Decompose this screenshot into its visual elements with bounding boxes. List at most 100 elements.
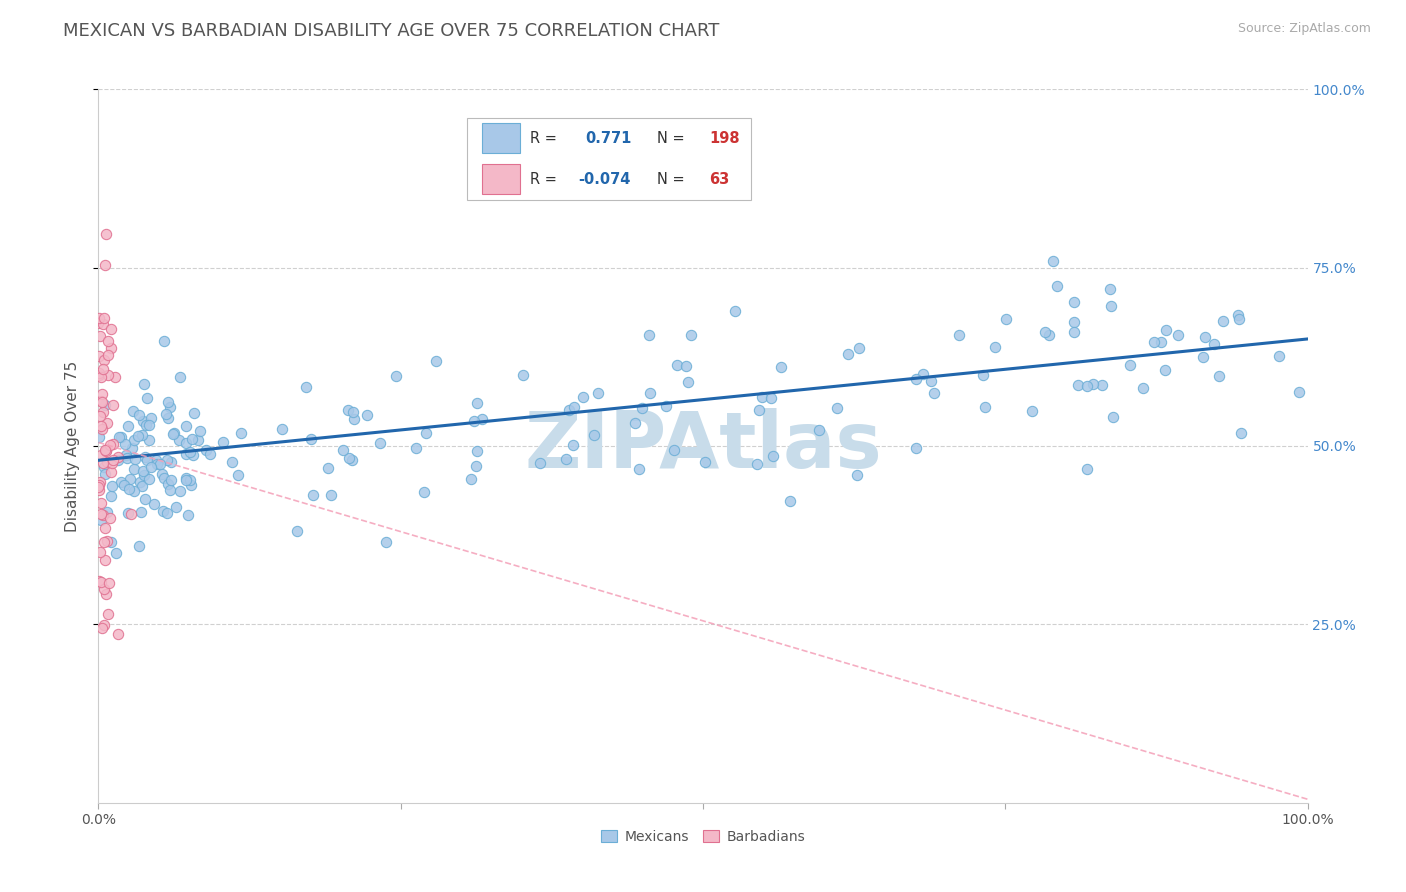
Text: N =: N = — [657, 131, 685, 145]
Point — [1063, 325, 1085, 339]
Point — [100, 466, 122, 480]
Point — [132, 465, 155, 479]
Point — [117, 450, 139, 465]
Point — [994, 312, 1017, 326]
Point — [1288, 385, 1310, 400]
Point — [163, 426, 186, 441]
Point — [405, 441, 427, 455]
Y-axis label: Disability Age Over 75: Disability Age Over 75 — [65, 360, 80, 532]
Point — [96, 455, 118, 469]
Point — [90, 574, 112, 589]
Point — [134, 450, 156, 464]
Point — [153, 470, 176, 484]
Point — [582, 427, 605, 442]
Point — [157, 477, 180, 491]
Point — [825, 401, 848, 416]
Point — [138, 433, 160, 447]
Point — [101, 398, 124, 412]
Point — [87, 311, 110, 326]
Point — [972, 368, 994, 382]
Point — [169, 370, 191, 384]
Point — [93, 553, 115, 567]
Point — [555, 451, 578, 466]
Point — [176, 419, 198, 434]
Point — [1021, 403, 1043, 417]
Point — [132, 376, 155, 391]
Point — [356, 408, 378, 422]
Point — [675, 359, 697, 373]
Point — [368, 436, 391, 450]
Text: 63: 63 — [709, 172, 730, 186]
Text: Source: ZipAtlas.com: Source: ZipAtlas.com — [1237, 22, 1371, 36]
Point — [695, 455, 717, 469]
Point — [837, 347, 859, 361]
Point — [1229, 312, 1251, 326]
Text: 198: 198 — [709, 131, 740, 145]
Point — [747, 457, 769, 471]
Point — [94, 587, 117, 601]
Point — [91, 362, 114, 376]
Point — [94, 442, 117, 457]
Point — [94, 258, 117, 272]
Point — [342, 405, 364, 419]
Point — [121, 404, 143, 418]
Point — [808, 423, 831, 437]
Point — [679, 327, 702, 342]
Point — [1194, 330, 1216, 344]
Point — [128, 408, 150, 422]
Point — [630, 401, 652, 415]
Text: R =: R = — [530, 131, 557, 145]
Point — [131, 479, 153, 493]
Point — [87, 574, 110, 588]
Point — [87, 478, 110, 492]
Point — [141, 411, 163, 425]
Point — [1268, 349, 1291, 363]
Point — [112, 478, 135, 492]
Point — [562, 400, 585, 414]
Legend: Mexicans, Barbadians: Mexicans, Barbadians — [595, 824, 811, 849]
Point — [90, 513, 112, 527]
Point — [145, 457, 167, 471]
Point — [104, 546, 127, 560]
Point — [628, 461, 651, 475]
Point — [287, 524, 309, 538]
Point — [200, 447, 222, 461]
Point — [1212, 313, 1234, 327]
Point — [295, 380, 318, 394]
Point — [846, 467, 869, 482]
Point — [91, 456, 114, 470]
Point — [134, 492, 156, 507]
Point — [90, 508, 112, 522]
Point — [512, 368, 534, 383]
Point — [228, 468, 250, 483]
Point — [1208, 369, 1230, 384]
Point — [759, 391, 782, 405]
Point — [117, 419, 139, 434]
Point — [127, 428, 149, 442]
Point — [229, 426, 252, 441]
Point — [115, 448, 138, 462]
Point — [87, 483, 110, 498]
Point — [121, 442, 143, 456]
Point — [96, 534, 118, 549]
Point — [142, 497, 165, 511]
Point — [1154, 323, 1177, 337]
Point — [1067, 378, 1090, 392]
Point — [1229, 425, 1251, 440]
Point — [100, 489, 122, 503]
Point — [1091, 378, 1114, 392]
Point — [100, 535, 122, 549]
Point — [138, 472, 160, 486]
Point — [174, 470, 197, 484]
Point — [118, 472, 141, 486]
Point — [984, 340, 1007, 354]
Point — [98, 437, 121, 451]
Point — [624, 416, 647, 430]
Point — [90, 419, 112, 434]
Point — [302, 488, 325, 502]
Point — [676, 376, 699, 390]
Point — [89, 545, 111, 559]
Point — [343, 412, 366, 426]
Point — [132, 467, 155, 482]
Point — [1063, 294, 1085, 309]
